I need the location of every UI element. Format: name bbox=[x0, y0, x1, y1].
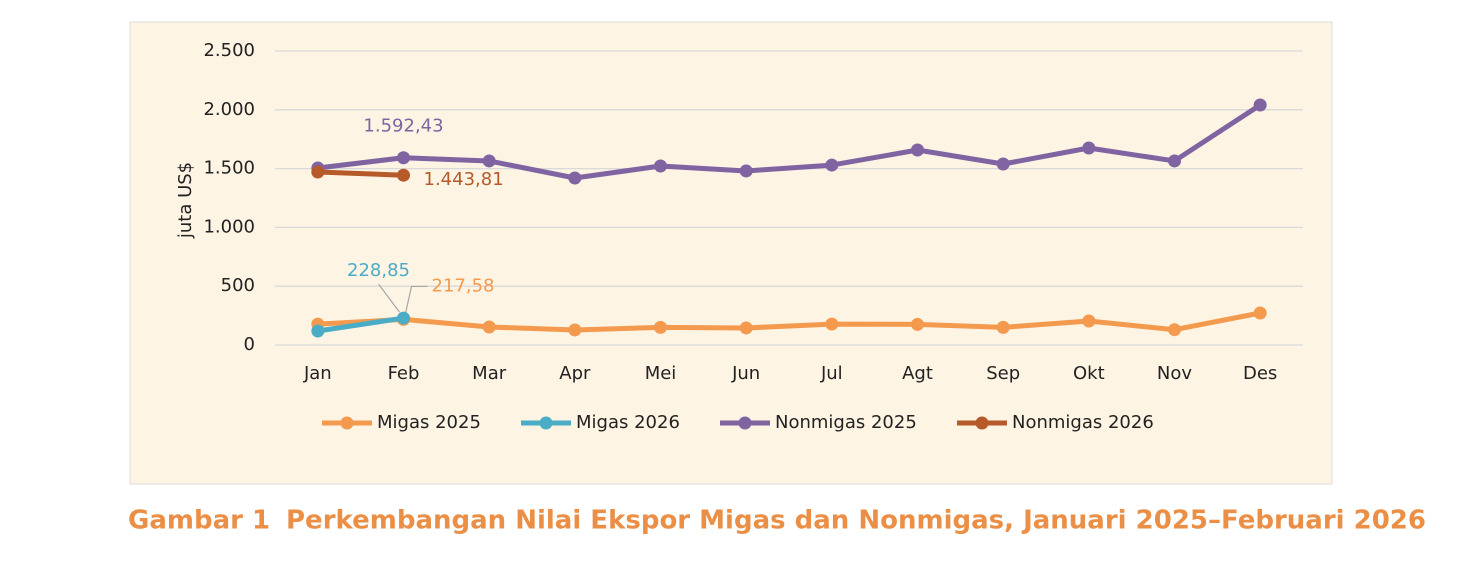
x-tick-label: Okt bbox=[1073, 363, 1105, 384]
y-tick-label: 2.000 bbox=[203, 99, 255, 120]
series-line bbox=[317, 310, 1261, 333]
data-point bbox=[1082, 314, 1096, 328]
data-point bbox=[911, 143, 924, 157]
data-point bbox=[311, 324, 325, 338]
data-point bbox=[397, 151, 410, 165]
x-tick-label: Feb bbox=[388, 363, 420, 384]
x-tick-label: Sep bbox=[986, 363, 1020, 384]
data-point bbox=[482, 154, 496, 168]
data-point bbox=[482, 320, 496, 334]
data-point bbox=[568, 323, 582, 337]
legend-marker bbox=[340, 416, 354, 430]
series-line bbox=[317, 102, 1262, 181]
data-point bbox=[568, 171, 582, 185]
y-tick-label: 1.500 bbox=[203, 158, 255, 179]
data-point bbox=[1168, 323, 1181, 337]
data-point bbox=[825, 317, 839, 331]
data-point bbox=[311, 165, 325, 179]
data-point bbox=[654, 320, 667, 334]
chart-panel bbox=[129, 21, 1333, 485]
chart-title: Perkembangan Nilai Ekspor Migas dan Nonm… bbox=[286, 506, 1426, 536]
figure-label: Gambar 1 bbox=[128, 506, 270, 536]
series-line bbox=[317, 315, 404, 334]
series-line bbox=[317, 169, 404, 178]
x-tick-label: Agt bbox=[902, 363, 933, 384]
legend-label: Nonmigas 2025 bbox=[775, 412, 917, 433]
x-tick-label: Mar bbox=[472, 363, 507, 384]
data-point bbox=[739, 164, 753, 178]
x-tick-label: Nov bbox=[1157, 363, 1192, 384]
data-point bbox=[739, 321, 753, 335]
leader-line bbox=[378, 283, 400, 313]
data-label: 1.443,81 bbox=[424, 169, 504, 190]
data-point bbox=[996, 320, 1010, 334]
data-point bbox=[825, 158, 839, 172]
data-point bbox=[1082, 141, 1096, 155]
data-point bbox=[996, 157, 1010, 171]
data-label: 1.592,43 bbox=[363, 116, 443, 137]
leader-line bbox=[404, 285, 428, 314]
data-label: 228,85 bbox=[347, 260, 410, 281]
legend-label: Nonmigas 2026 bbox=[1012, 412, 1154, 433]
x-tick-label: Jan bbox=[303, 363, 332, 384]
x-tick-label: Apr bbox=[559, 363, 591, 384]
x-tick-label: Mei bbox=[645, 363, 677, 384]
data-point bbox=[397, 168, 410, 182]
legend-label: Migas 2025 bbox=[377, 412, 481, 433]
x-tick-label: Des bbox=[1243, 363, 1277, 384]
legend-label: Migas 2026 bbox=[576, 412, 680, 433]
data-point bbox=[397, 311, 410, 325]
data-label: 217,58 bbox=[432, 275, 495, 296]
legend-marker bbox=[539, 416, 553, 430]
x-tick-label: Jul bbox=[820, 363, 843, 384]
y-axis-label: juta US$ bbox=[175, 162, 196, 239]
data-point bbox=[1253, 306, 1267, 320]
legend-marker bbox=[738, 416, 752, 430]
data-point bbox=[911, 317, 924, 331]
y-tick-label: 0 bbox=[244, 334, 255, 355]
y-tick-label: 1.000 bbox=[203, 216, 255, 237]
data-point bbox=[1253, 98, 1267, 112]
legend-marker bbox=[975, 416, 989, 430]
x-tick-label: Jun bbox=[731, 363, 760, 384]
y-tick-label: 500 bbox=[221, 275, 255, 296]
y-tick-label: 2.500 bbox=[203, 40, 255, 61]
data-point bbox=[1168, 154, 1181, 168]
data-point bbox=[654, 159, 667, 173]
